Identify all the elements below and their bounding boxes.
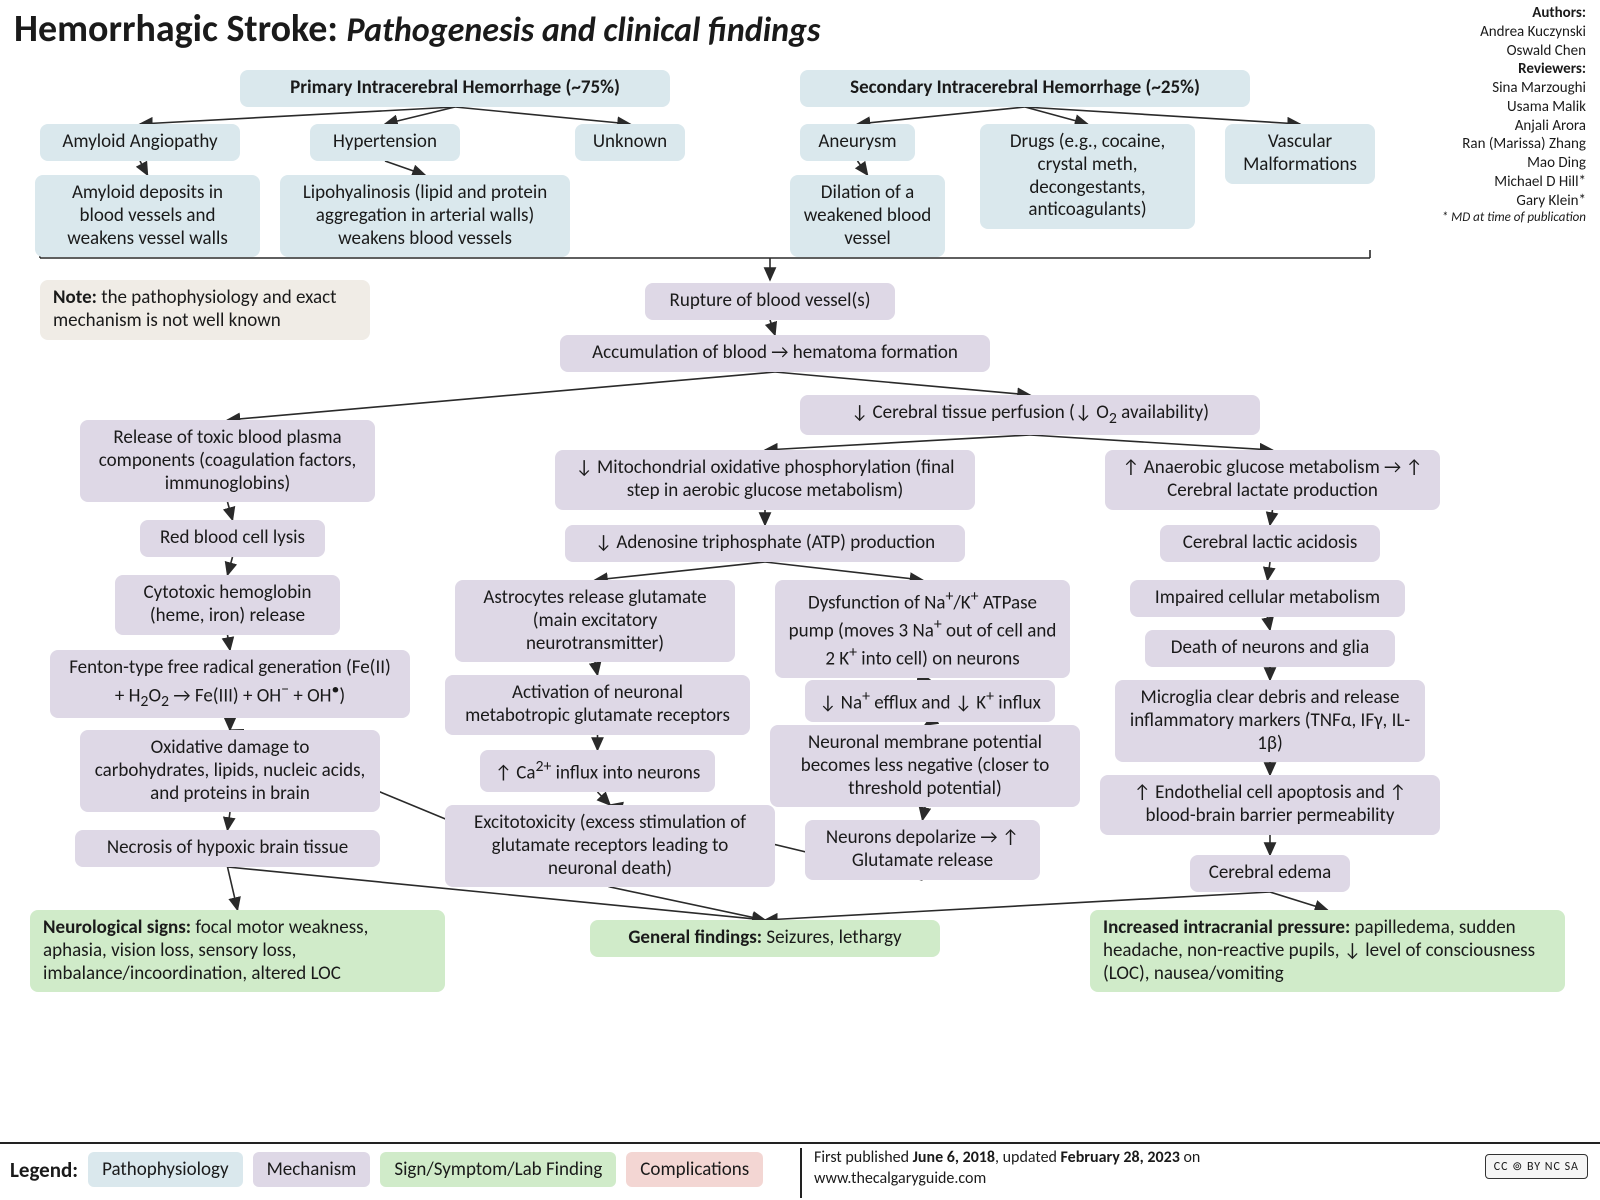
author-name: Oswald Chen — [1366, 42, 1586, 61]
node-unknown: Unknown — [575, 124, 685, 161]
node-lactic: Cerebral lactic acidosis — [1160, 525, 1380, 562]
node-perf: ↓ Cerebral tissue perfusion (↓ O2 availa… — [800, 395, 1260, 435]
node-general: General findings: Seizures, lethargy — [590, 920, 940, 957]
publication-url: www.thecalgaryguide.com — [814, 1169, 986, 1188]
credits-footnote: * MD at time of publication — [1366, 210, 1586, 226]
node-drugs: Drugs (e.g., cocaine, crystal meth, deco… — [980, 124, 1195, 229]
reviewer-name: Gary Klein* — [1366, 192, 1586, 211]
node-ca: ↑ Ca2+ influx into neurons — [480, 750, 715, 792]
node-microglia: Microglia clear debris and release infla… — [1115, 680, 1425, 762]
reviewer-name: Ran (Marissa) Zhang — [1366, 135, 1586, 154]
node-cyto: Cytotoxic hemoglobin (heme, iron) releas… — [115, 575, 340, 635]
publication-info: First published June 6, 2018, updated Fe… — [800, 1148, 1200, 1198]
node-excito: Excitotoxicity (excess stimulation of gl… — [445, 805, 775, 887]
node-nak: Dysfunction of Na+/K+ ATPase pump (moves… — [775, 580, 1070, 678]
node-dilation: Dilation of a weakened blood vessel — [790, 175, 945, 257]
node-amyloid: Amyloid Angiopathy — [40, 124, 240, 161]
legend-patho: Pathophysiology — [88, 1152, 242, 1187]
legend-comp: Complications — [626, 1152, 763, 1187]
reviewer-name: Sina Marzoughi — [1366, 79, 1586, 98]
node-depol: Neurons depolarize → ↑ Glutamate release — [805, 820, 1040, 880]
node-endo: ↑ Endothelial cell apoptosis and ↑ blood… — [1100, 775, 1440, 835]
reviewer-name: Mao Ding — [1366, 154, 1586, 173]
node-necro: Necrosis of hypoxic brain tissue — [75, 830, 380, 867]
node-htn: Hypertension — [310, 124, 460, 161]
node-naefflux: ↓ Na+ efflux and ↓ K+ influx — [805, 680, 1055, 722]
node-astro: Astrocytes release glutamate (main excit… — [455, 580, 735, 662]
node-aneurysm: Aneurysm — [800, 124, 915, 161]
reviewer-name: Anjali Arora — [1366, 117, 1586, 136]
node-primary: Primary Intracerebral Hemorrhage (~75%) — [240, 70, 670, 107]
credits-block: Authors: Andrea Kuczynski Oswald Chen Re… — [1366, 4, 1586, 227]
node-fenton: Fenton-type free radical generation (Fe(… — [50, 650, 410, 718]
node-lipo: Lipohyalinosis (lipid and protein aggreg… — [280, 175, 570, 257]
title-main: Hemorrhagic Stroke: — [14, 6, 338, 52]
node-release: Release of toxic blood plasma components… — [80, 420, 375, 502]
node-oxdmg: Oxidative damage to carbohydrates, lipid… — [80, 730, 380, 812]
node-edema: Cerebral edema — [1190, 855, 1350, 892]
node-secondary: Secondary Intracerebral Hemorrhage (~25%… — [800, 70, 1250, 107]
page-title: Hemorrhagic Stroke: Pathogenesis and cli… — [14, 6, 820, 52]
legend: Legend: Pathophysiology Mechanism Sign/S… — [10, 1152, 763, 1187]
node-mito: ↓ Mitochondrial oxidative phosphorylatio… — [555, 450, 975, 510]
legend-find: Sign/Symptom/Lab Finding — [380, 1152, 616, 1187]
author-name: Andrea Kuczynski — [1366, 23, 1586, 42]
footer-bar: Legend: Pathophysiology Mechanism Sign/S… — [0, 1142, 1600, 1200]
node-anaer: ↑ Anaerobic glucose metabolism → ↑ Cereb… — [1105, 450, 1440, 510]
node-memb: Neuronal membrane potential becomes less… — [770, 725, 1080, 807]
authors-heading: Authors: — [1366, 4, 1586, 23]
node-neuro: Neurological signs: focal motor weakness… — [30, 910, 445, 992]
node-impair: Impaired cellular metabolism — [1130, 580, 1405, 617]
flowchart-canvas: Hemorrhagic Stroke: Pathogenesis and cli… — [0, 0, 1600, 1200]
node-icp: Increased intracranial pressure: papille… — [1090, 910, 1565, 992]
node-note: Note: the pathophysiology and exact mech… — [40, 280, 370, 340]
reviewer-name: Michael D Hill* — [1366, 173, 1586, 192]
node-vasc: Vascular Malformations — [1225, 124, 1375, 184]
cc-license-icon: CC ⊚ BY NC SA — [1485, 1154, 1588, 1179]
node-death: Death of neurons and glia — [1145, 630, 1395, 667]
legend-title: Legend: — [10, 1157, 78, 1183]
node-rupture: Rupture of blood vessel(s) — [645, 283, 895, 320]
reviewers-heading: Reviewers: — [1366, 60, 1586, 79]
node-rbc: Red blood cell lysis — [140, 520, 325, 557]
node-hematoma: Accumulation of blood → hematoma formati… — [560, 335, 990, 372]
node-activ: Activation of neuronal metabotropic glut… — [445, 675, 750, 735]
reviewer-name: Usama Malik — [1366, 98, 1586, 117]
node-atp: ↓ Adenosine triphosphate (ATP) productio… — [565, 525, 965, 562]
legend-mech: Mechanism — [253, 1152, 371, 1187]
title-sub: Pathogenesis and clinical findings — [346, 10, 820, 51]
node-amyloid2: Amyloid deposits in blood vessels and we… — [35, 175, 260, 257]
